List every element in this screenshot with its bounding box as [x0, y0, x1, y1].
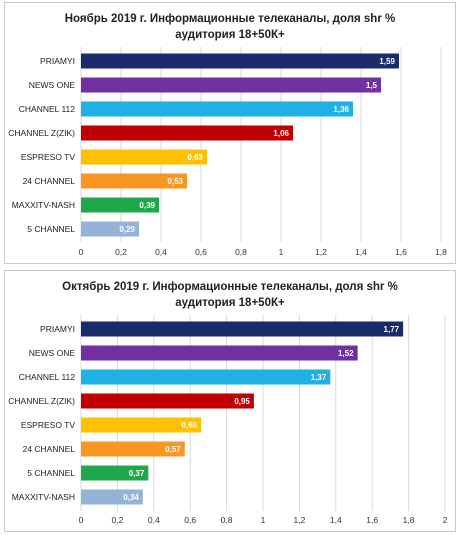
category-label: 24 CHANNEL [23, 176, 76, 186]
chart-november: Ноябрь 2019 г. Информационные телеканалы… [8, 13, 447, 257]
bar [81, 197, 159, 213]
x-tick-label: 1,6 [395, 247, 407, 257]
x-tick-label: 1,4 [355, 247, 367, 257]
bar [81, 369, 331, 385]
x-tick-label: 0 [79, 247, 84, 257]
x-tick-label: 0,4 [148, 515, 160, 525]
bar [81, 393, 254, 409]
bar [81, 149, 207, 165]
x-tick-label: 1 [261, 515, 266, 525]
x-tick-label: 1,8 [435, 247, 447, 257]
bar [81, 77, 381, 93]
data-label: 0,39 [139, 201, 155, 210]
chart-panel-october: Октябрь 2019 г. Информационные телеканал… [4, 270, 456, 532]
category-label: NEWS ONE [29, 80, 76, 90]
category-label: ESPRESO TV [21, 152, 75, 162]
data-label: 0,37 [129, 469, 145, 478]
x-tick-label: 0 [79, 515, 84, 525]
x-tick-label: 1,4 [330, 515, 342, 525]
x-tick-label: 0,6 [184, 515, 196, 525]
chart-title-line1: Ноябрь 2019 г. Информационные телеканалы… [65, 13, 395, 25]
data-label: 0,29 [119, 225, 135, 234]
x-tick-label: 0,2 [111, 515, 123, 525]
category-label: 24 CHANNEL [23, 444, 76, 454]
x-tick-label: 2 [443, 515, 448, 525]
data-label: 1,59 [379, 57, 395, 66]
category-label: 5 CHANNEL [27, 224, 75, 234]
bar [81, 101, 353, 117]
x-tick-label: 1,8 [403, 515, 415, 525]
data-label: 0,95 [234, 397, 250, 406]
x-tick-label: 1,2 [293, 515, 305, 525]
x-tick-label: 1,6 [366, 515, 378, 525]
data-label: 1,06 [273, 129, 289, 138]
bar [81, 221, 139, 237]
x-tick-label: 1,2 [315, 247, 327, 257]
x-tick-label: 1 [279, 247, 284, 257]
bar [81, 441, 185, 457]
bar [81, 125, 293, 141]
data-label: 0,53 [167, 177, 183, 186]
chart-title-line1: Октябрь 2019 г. Информационные телеканал… [62, 281, 398, 293]
chart-title-line2: аудитория 18+50К+ [175, 297, 285, 309]
category-label: MAXXITV-NASH [12, 200, 75, 210]
category-label: CHANNEL 112 [19, 372, 75, 382]
chart-panel-november: Ноябрь 2019 г. Информационные телеканалы… [4, 2, 456, 264]
data-label: 1,5 [366, 81, 378, 90]
category-label: CHANNEL Z(ZIK) [8, 128, 75, 138]
data-label: 0,57 [165, 445, 181, 454]
bar [81, 173, 187, 189]
category-label: PRIAMYI [40, 56, 75, 66]
category-label: 5 CHANNEL [27, 468, 75, 478]
x-tick-label: 0,8 [221, 515, 233, 525]
bar [81, 53, 399, 69]
category-label: ESPRESO TV [21, 420, 75, 430]
data-label: 1,77 [384, 325, 400, 334]
data-label: 0,66 [182, 421, 198, 430]
bar [81, 465, 149, 481]
data-label: 0,63 [187, 153, 203, 162]
bar [81, 345, 358, 361]
data-label: 1,37 [311, 373, 327, 382]
x-tick-label: 0,8 [235, 247, 247, 257]
data-label: 0,34 [123, 493, 139, 502]
category-label: NEWS ONE [29, 348, 76, 358]
chart-title-line2: аудитория 18+50К+ [175, 29, 285, 41]
chart-october: Октябрь 2019 г. Информационные телеканал… [8, 281, 448, 525]
x-tick-label: 0,6 [195, 247, 207, 257]
category-label: CHANNEL Z(ZIK) [8, 396, 75, 406]
bar [81, 489, 143, 505]
x-tick-label: 0,4 [155, 247, 167, 257]
category-label: CHANNEL 112 [19, 104, 75, 114]
data-label: 1,52 [338, 349, 354, 358]
data-label: 1,36 [333, 105, 349, 114]
category-label: PRIAMYI [40, 324, 75, 334]
bar [81, 417, 202, 433]
x-tick-label: 0,2 [115, 247, 127, 257]
bar [81, 321, 404, 337]
category-label: MAXXITV-NASH [12, 492, 75, 502]
